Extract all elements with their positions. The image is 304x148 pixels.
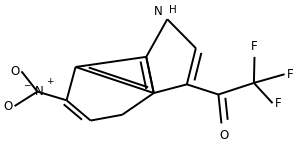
Text: N: N xyxy=(154,5,163,18)
Text: F: F xyxy=(287,68,294,81)
Text: F: F xyxy=(251,40,258,53)
Text: +: + xyxy=(46,77,53,86)
Text: N: N xyxy=(35,85,43,98)
Text: O: O xyxy=(220,129,229,142)
Text: −: − xyxy=(23,80,30,89)
Text: O: O xyxy=(11,65,20,78)
Text: O: O xyxy=(4,100,13,113)
Text: H: H xyxy=(169,5,177,15)
Text: F: F xyxy=(275,97,282,110)
